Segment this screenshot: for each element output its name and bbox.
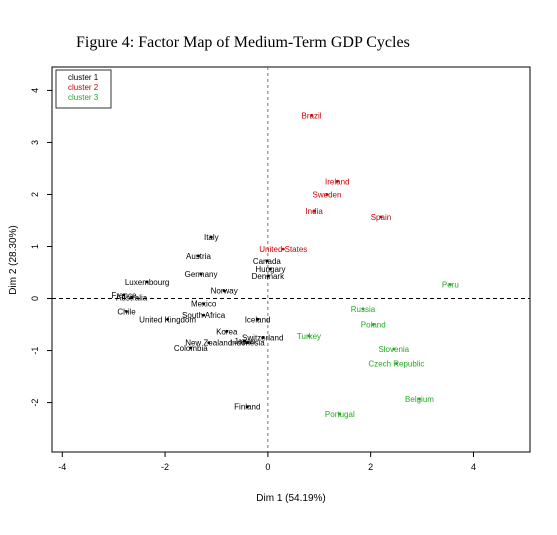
point-label: Canada bbox=[253, 257, 282, 266]
x-tick-label: 2 bbox=[368, 462, 373, 472]
legend-entry: cluster 3 bbox=[68, 93, 99, 102]
point-label: Turkey bbox=[297, 332, 321, 341]
data-point bbox=[207, 341, 211, 345]
y-tick-label: 4 bbox=[30, 88, 40, 93]
point-label: Australia bbox=[116, 293, 148, 302]
data-point bbox=[312, 209, 316, 213]
point-label: Poland bbox=[361, 321, 386, 330]
point-label: United Kingdom bbox=[139, 315, 196, 324]
point-label: Germany bbox=[185, 270, 218, 279]
point-label: Austria bbox=[186, 252, 211, 261]
point-label: India bbox=[305, 207, 323, 216]
x-tick-label: 4 bbox=[471, 462, 476, 472]
x-tick-label: 0 bbox=[265, 462, 270, 472]
data-point bbox=[448, 283, 452, 286]
point-label: Korea bbox=[216, 327, 238, 336]
point-label: Indonesia bbox=[230, 339, 265, 348]
plot-frame bbox=[51, 66, 531, 453]
data-point bbox=[245, 405, 249, 409]
point-label: Denmark bbox=[252, 272, 285, 281]
point-label: Italy bbox=[204, 233, 219, 242]
data-point bbox=[307, 334, 311, 338]
legend-entry: cluster 2 bbox=[68, 83, 99, 92]
y-axis-label: Dim 2 (28.30%) bbox=[8, 225, 19, 294]
point-label: Mexico bbox=[191, 300, 217, 309]
point-label: United States bbox=[259, 245, 307, 254]
data-point bbox=[310, 113, 313, 117]
point-label: Sweden bbox=[313, 190, 342, 199]
point-label: Belgium bbox=[405, 395, 434, 404]
data-point bbox=[379, 215, 383, 219]
data-point bbox=[243, 339, 247, 343]
y-tick-label: -1 bbox=[30, 347, 40, 355]
data-point bbox=[209, 235, 213, 239]
point-label: Brazil bbox=[302, 111, 322, 120]
data-point bbox=[166, 317, 170, 321]
point-label: Colombia bbox=[174, 344, 208, 353]
data-point bbox=[125, 310, 128, 313]
data-point bbox=[392, 347, 396, 351]
point-label: Ireland bbox=[325, 177, 349, 186]
data-point bbox=[266, 274, 270, 278]
x-tick-label: -4 bbox=[58, 462, 66, 472]
data-point bbox=[338, 412, 342, 416]
figure-title: Figure 4: Factor Map of Medium-Term GDP … bbox=[76, 34, 410, 51]
data-point bbox=[325, 193, 329, 196]
point-label: Iceland bbox=[245, 315, 271, 324]
point-label: South Africa bbox=[182, 311, 226, 320]
data-point bbox=[245, 341, 249, 345]
y-tick-label: -2 bbox=[30, 399, 40, 407]
legend-entry: cluster 1 bbox=[68, 73, 99, 82]
point-label: Chile bbox=[117, 308, 136, 317]
legend-box bbox=[55, 69, 112, 109]
point-label: New Zealand bbox=[185, 339, 232, 348]
axis-layer: -4 -2 0 2 4 -2 -1 0 1 2 3 4 bbox=[30, 88, 476, 472]
data-point bbox=[371, 323, 375, 326]
data-point bbox=[202, 302, 206, 306]
data-point bbox=[335, 180, 339, 183]
point-label: Luxembourg bbox=[125, 278, 169, 287]
data-point bbox=[130, 296, 134, 299]
x-tick-label: -2 bbox=[161, 462, 169, 472]
data-point bbox=[261, 336, 265, 339]
x-axis-label: Dim 1 (54.19%) bbox=[256, 493, 325, 504]
data-point bbox=[122, 293, 126, 297]
point-label: Peru bbox=[442, 280, 459, 289]
y-tick-label: 1 bbox=[30, 244, 40, 249]
point-label: Czech Republic bbox=[368, 360, 424, 369]
point-label: Switzerland bbox=[242, 334, 283, 343]
data-point bbox=[197, 254, 200, 258]
point-label: Finland bbox=[234, 403, 260, 412]
data-point bbox=[418, 397, 421, 401]
data-point bbox=[361, 307, 365, 311]
y-tick-label: 3 bbox=[30, 140, 40, 145]
point-label: Norway bbox=[211, 287, 238, 296]
data-point bbox=[199, 272, 203, 276]
data-point bbox=[256, 317, 259, 321]
data-point bbox=[222, 289, 226, 293]
point-label: France bbox=[112, 291, 137, 300]
point-label: Hungary bbox=[255, 265, 285, 274]
data-point bbox=[265, 259, 269, 263]
y-tick-label: 2 bbox=[30, 192, 40, 197]
point-label: Russia bbox=[351, 305, 376, 314]
point-label: Portugal bbox=[325, 410, 355, 419]
data-point bbox=[269, 267, 272, 271]
point-label: Slovenia bbox=[378, 345, 409, 354]
reference-lines bbox=[52, 67, 530, 452]
point-label: Spain bbox=[371, 213, 391, 222]
data-point bbox=[394, 362, 398, 365]
y-tick-label: 0 bbox=[30, 296, 40, 301]
data-point bbox=[145, 280, 149, 284]
data-point bbox=[202, 313, 206, 317]
data-point bbox=[189, 346, 193, 350]
data-point bbox=[281, 247, 285, 251]
data-point bbox=[225, 329, 229, 333]
point-label: Japan bbox=[234, 337, 256, 346]
